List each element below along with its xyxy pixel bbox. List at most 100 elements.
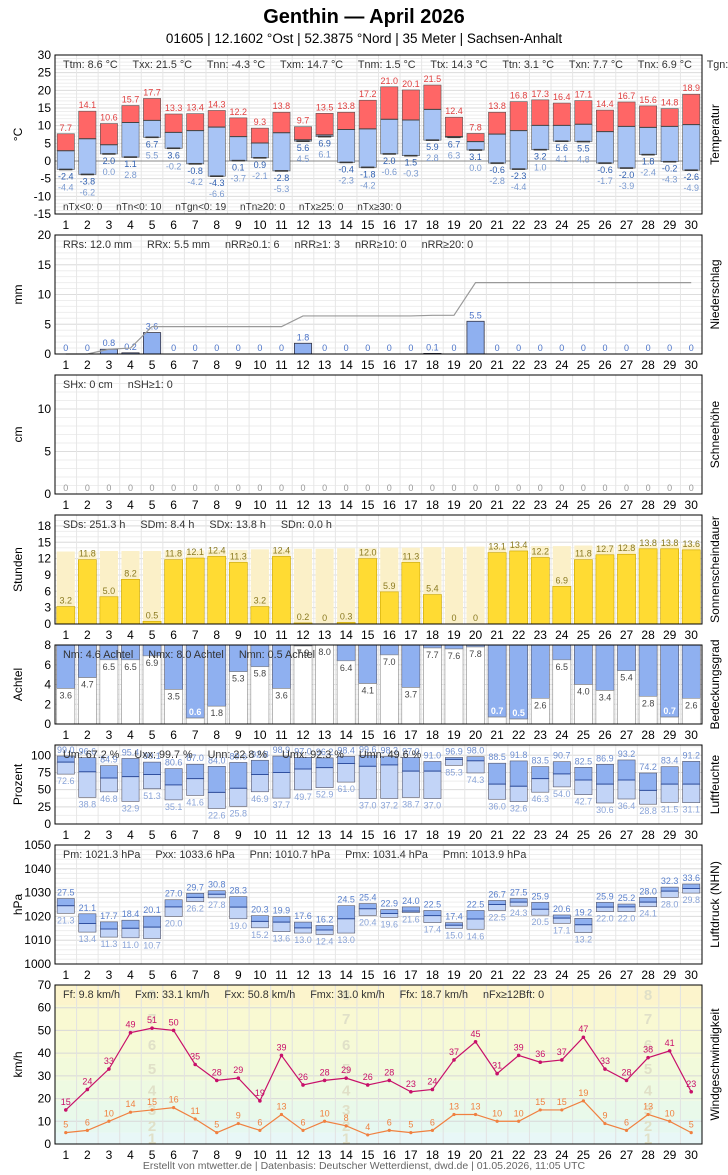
x-tick-label: 19 [447, 828, 461, 842]
label-tground: -0.3 [403, 169, 419, 179]
label-tmin: -2.0 [619, 170, 635, 180]
label-gust: 38 [643, 1045, 653, 1055]
label-precip: 0 [538, 343, 543, 353]
plot-border [54, 514, 703, 625]
label-press-max: 22.5 [424, 899, 442, 909]
label-hum-min: 32.6 [510, 804, 528, 814]
label-precip: 0.8 [103, 338, 116, 348]
bar-tmin [250, 142, 269, 159]
label-sunshine: 5.9 [383, 581, 396, 591]
bar-tmax [531, 99, 550, 126]
label-gust: 15 [61, 1097, 71, 1107]
label-precip: 0 [214, 343, 219, 353]
point-mean-wind [64, 1131, 68, 1135]
bar-tmax [639, 105, 658, 128]
bar-hum-lower [294, 768, 312, 791]
label-hum-min: 72.6 [57, 776, 75, 786]
tground-mark [339, 161, 353, 164]
point-mean-wind [603, 1121, 607, 1126]
label-hum-max: 89.6 [230, 751, 248, 761]
label-precip: 0 [581, 343, 586, 353]
label-cloud: 2.6 [534, 700, 547, 710]
label-gust: 26 [298, 1072, 308, 1082]
label-hum-min: 31.5 [661, 804, 679, 814]
x-tick-label: 3 [106, 968, 113, 982]
bar-hum-lower [445, 759, 463, 766]
y-tick-label: -5 [40, 172, 51, 186]
label-press-min: 15.0 [445, 930, 463, 940]
label-cloud: 6.5 [556, 662, 569, 672]
point-gust [646, 1055, 650, 1060]
label-tground: 6.3 [448, 150, 461, 160]
label-mean-wind: 6 [430, 1117, 435, 1127]
tground-mark [102, 153, 116, 155]
x-tick-label: 22 [512, 828, 526, 842]
tground-mark [361, 166, 375, 169]
bar-tmax [99, 123, 118, 146]
beaufort-label: 2 [148, 1118, 156, 1135]
y-axis-label: km/h [11, 1051, 25, 1077]
x-tick-label: 28 [641, 1148, 655, 1162]
x-tick-label: 7 [192, 218, 199, 232]
label-gust: 19 [255, 1088, 265, 1098]
bar-press-upper [639, 897, 658, 903]
bar-press-upper [229, 896, 248, 908]
label-press-min: 19.6 [381, 919, 399, 929]
label-hum-max: 91.0 [424, 750, 442, 760]
bar-tmax [229, 117, 248, 137]
y-tick-label: 1000 [24, 957, 51, 971]
label-mean-wind: 6 [624, 1117, 629, 1127]
label-mean-wind: 13 [471, 1101, 481, 1111]
label-hum-min: 37.0 [424, 801, 442, 811]
label-tmin: -0.4 [338, 164, 354, 174]
y-tick-label: 8 [44, 638, 51, 652]
label-press-max: 17.6 [294, 911, 312, 921]
x-tick-label: 6 [170, 968, 177, 982]
x-tick-label: 8 [213, 358, 220, 372]
x-tick-label: 21 [490, 968, 504, 982]
x-tick-label: 6 [170, 728, 177, 742]
label-hum-max: 98.0 [467, 746, 485, 756]
label-gust: 26 [363, 1072, 373, 1082]
y-axis-label: mm [11, 285, 25, 305]
bar-hum-lower [337, 763, 356, 783]
x-tick-label: 24 [555, 358, 569, 372]
x-tick-label: 22 [512, 358, 526, 372]
bar-press-lower [207, 893, 226, 899]
label-tground: 4.1 [556, 154, 569, 164]
cumulative-line [65, 282, 692, 355]
label-mean-wind: 6 [85, 1117, 90, 1127]
bar-press-upper [488, 900, 507, 905]
bar-hum-lower [660, 783, 679, 803]
x-tick-label: 22 [512, 968, 526, 982]
label-hum-max: 84.9 [100, 755, 118, 765]
x-tick-label: 2 [84, 968, 91, 982]
label-hum-max: 98.4 [337, 745, 355, 755]
bar-hum-upper [99, 765, 118, 779]
point-gust [107, 1067, 111, 1071]
x-tick-label: 21 [490, 728, 504, 742]
label-press-min: 17.4 [424, 925, 442, 935]
x-tick-label: 20 [469, 1148, 483, 1162]
label-hum-min: 46.8 [100, 794, 118, 804]
tground-mark [555, 140, 569, 143]
tground-mark [317, 135, 332, 138]
label-cloud: 3.6 [60, 690, 73, 700]
label-hum-max: 96.9 [445, 746, 463, 756]
bar-cloud [379, 644, 399, 656]
label-sunshine: 8.2 [124, 568, 137, 578]
y-tick-label: 100 [31, 748, 51, 762]
label-cloud: 0.7 [663, 706, 676, 716]
bar-press-upper [207, 890, 226, 895]
label-sunshine: 12.0 [359, 548, 377, 558]
bar-sunshine [401, 562, 421, 625]
x-tick-label: 26 [598, 358, 612, 372]
beaufort-label: 4 [148, 1083, 157, 1100]
bar-press-lower [466, 918, 485, 930]
y-tick-label: 20 [38, 83, 52, 97]
x-tick-label: 16 [383, 358, 397, 372]
point-mean-wind [430, 1128, 435, 1132]
point-mean-wind [258, 1128, 262, 1132]
y-tick-label: 5 [44, 136, 51, 150]
